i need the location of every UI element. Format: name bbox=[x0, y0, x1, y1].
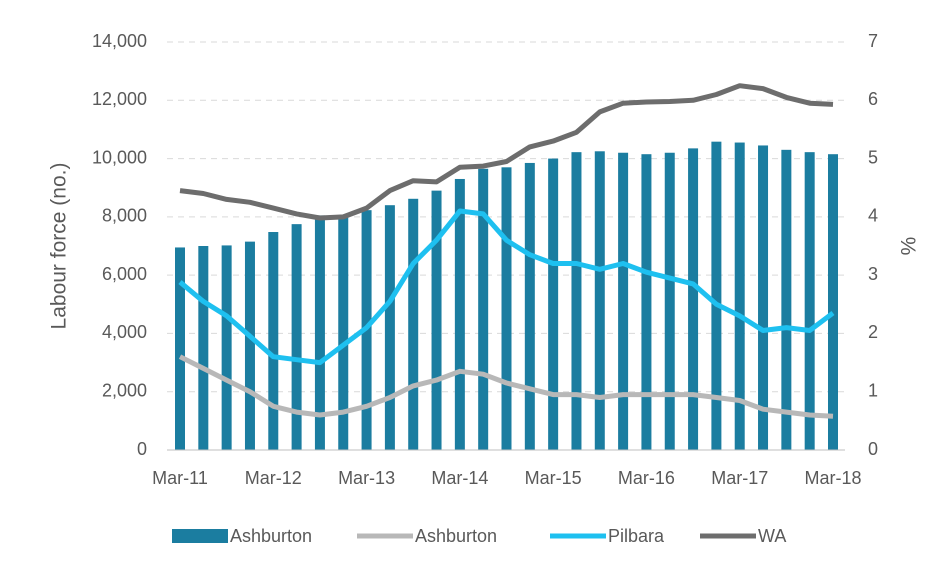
bar bbox=[711, 141, 722, 450]
y2-tick-label: 0 bbox=[868, 439, 878, 459]
y-tick-label: 8,000 bbox=[102, 206, 147, 226]
bar bbox=[384, 205, 395, 450]
bar bbox=[408, 198, 419, 450]
bar bbox=[478, 168, 489, 450]
x-tick-label: Mar-14 bbox=[431, 468, 488, 488]
bar bbox=[664, 152, 675, 450]
bar bbox=[454, 178, 465, 450]
bar bbox=[571, 152, 582, 450]
bar bbox=[781, 149, 792, 451]
y-tick-label: 10,000 bbox=[92, 147, 147, 167]
line-series bbox=[178, 208, 835, 366]
bar bbox=[618, 152, 629, 450]
y-tick-label: 14,000 bbox=[92, 31, 147, 51]
bar bbox=[594, 151, 605, 451]
bar bbox=[291, 224, 302, 450]
bar bbox=[524, 162, 535, 450]
bar bbox=[641, 154, 652, 450]
line-series bbox=[179, 83, 834, 221]
y-axis-label: Labour force (no.) bbox=[48, 163, 71, 330]
bar bbox=[734, 142, 745, 451]
bar bbox=[244, 241, 255, 450]
y2-tick-label: 3 bbox=[868, 264, 878, 284]
legend-label: Ashburton bbox=[415, 526, 497, 546]
y-tick-label: 4,000 bbox=[102, 322, 147, 342]
x-tick-label: Mar-17 bbox=[711, 468, 768, 488]
bar bbox=[828, 154, 838, 450]
y-tick-label: 12,000 bbox=[92, 89, 147, 109]
bar bbox=[338, 216, 349, 450]
legend-label: WA bbox=[758, 526, 786, 546]
y2-tick-label: 6 bbox=[868, 89, 878, 109]
y2-tick-label: 1 bbox=[868, 380, 878, 400]
y-tick-label: 0 bbox=[137, 439, 147, 459]
y2-axis-label: % bbox=[898, 237, 921, 256]
bar bbox=[175, 247, 185, 450]
x-tick-label: Mar-15 bbox=[525, 468, 582, 488]
line-series bbox=[178, 354, 834, 419]
y-tick-label: 6,000 bbox=[102, 264, 147, 284]
bar bbox=[548, 158, 559, 451]
legend-label: Ashburton bbox=[230, 526, 312, 546]
bar bbox=[198, 246, 209, 450]
bar bbox=[221, 245, 232, 450]
bar bbox=[688, 148, 699, 450]
bar bbox=[431, 190, 442, 450]
bar bbox=[758, 145, 769, 450]
legend-swatch bbox=[172, 529, 228, 543]
y2-tick-label: 5 bbox=[868, 147, 878, 167]
x-tick-label: Mar-12 bbox=[245, 468, 302, 488]
x-tick-label: Mar-13 bbox=[338, 468, 395, 488]
bar bbox=[268, 232, 279, 450]
y2-tick-label: 7 bbox=[868, 31, 878, 51]
bar bbox=[804, 152, 815, 450]
x-tick-label: Mar-11 bbox=[152, 468, 208, 488]
y2-tick-label: 4 bbox=[868, 206, 878, 226]
bar bbox=[501, 167, 512, 451]
legend-label: Pilbara bbox=[608, 526, 665, 546]
y2-tick-label: 2 bbox=[868, 322, 878, 342]
bar bbox=[314, 215, 325, 450]
x-tick-label: Mar-18 bbox=[804, 468, 861, 488]
y-tick-label: 2,000 bbox=[102, 380, 147, 400]
x-tick-label: Mar-16 bbox=[618, 468, 675, 488]
